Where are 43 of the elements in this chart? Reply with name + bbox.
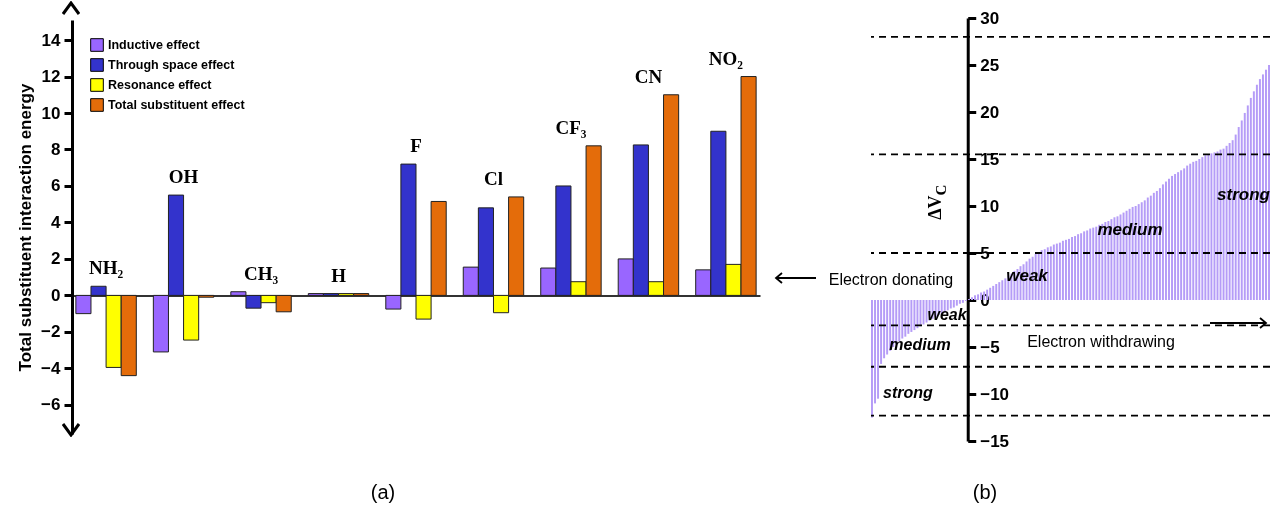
annotation: medium	[889, 336, 951, 353]
y-tick-label: 0	[51, 285, 61, 305]
annotation: Electron donating	[828, 271, 954, 288]
annotation: weak	[1006, 266, 1050, 285]
y-axis-title: Total substituent interaction energy	[16, 83, 36, 372]
legend-label: Resonance effect	[108, 78, 213, 92]
y-tick-label: −4	[41, 358, 62, 378]
y-tick-label: 14	[41, 30, 62, 50]
y-tick-label: 10	[980, 196, 1000, 216]
y-tick-label: −6	[41, 395, 61, 415]
y-tick-label: 15	[980, 149, 1000, 169]
y-tick-label: −10	[980, 384, 1010, 404]
x-tick-label: CF₃	[555, 116, 587, 138]
y-tick-label: 8	[51, 139, 61, 159]
y-tick-label: −15	[980, 431, 1010, 451]
y-tick-label: 4	[51, 212, 62, 232]
y-tick-label: 25	[980, 55, 1000, 75]
text: (b)	[972, 481, 998, 503]
y-tick-label: −5	[980, 337, 1000, 357]
y-tick-label: 30	[980, 8, 1000, 28]
x-tick-label: Cl	[483, 167, 503, 189]
y-tick-label: 6	[51, 176, 61, 196]
legend-label: Through space effect	[108, 58, 236, 72]
y-tick-label: −2	[41, 322, 61, 342]
annotation: strong	[883, 384, 934, 401]
annotation: weak	[927, 306, 968, 323]
annotation: strong	[1217, 185, 1270, 204]
y-tick-label: 2	[51, 249, 61, 269]
y-tick-label: 10	[41, 103, 61, 123]
x-tick-label: OH	[168, 166, 199, 188]
annotation: Electron withdrawing	[1027, 333, 1175, 350]
x-tick-label: F	[410, 135, 422, 157]
x-tick-label: CH₃	[243, 262, 279, 284]
legend-label: Inductive effect	[108, 38, 201, 52]
y-tick-label: 20	[980, 102, 1000, 122]
annotation: medium	[1097, 220, 1163, 239]
y-tick-label: 12	[41, 67, 61, 87]
text: (a)	[370, 481, 396, 503]
x-tick-label: CN	[634, 65, 663, 87]
x-tick-label: NO₂	[708, 47, 744, 69]
x-tick-label: H	[331, 264, 347, 286]
x-tick-label: NH₂	[88, 257, 124, 279]
legend-label: Total substituent effect	[108, 98, 246, 112]
